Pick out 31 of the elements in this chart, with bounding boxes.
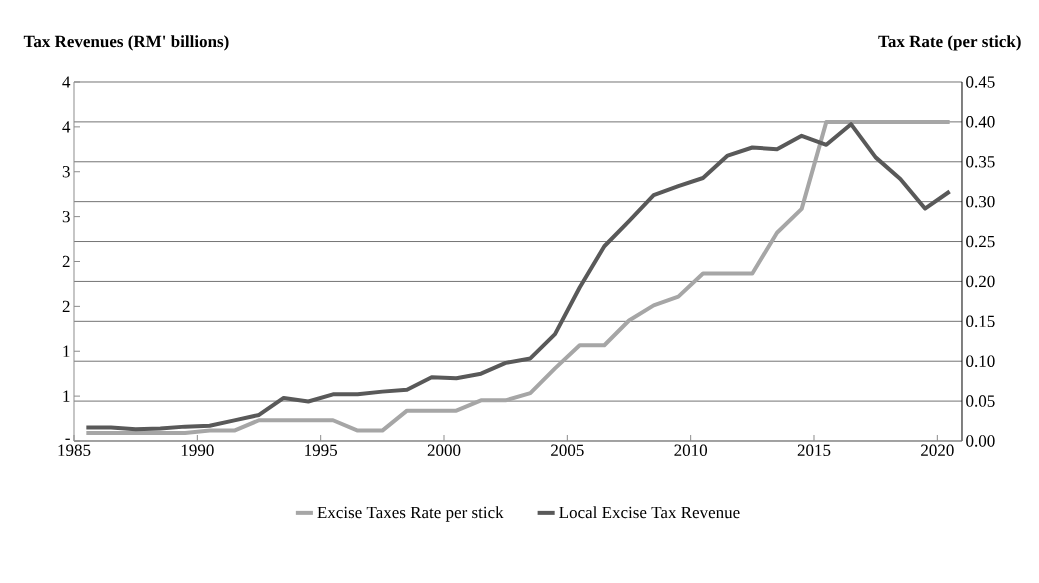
y-tick-label: - [65, 438, 70, 440]
y2-tick-label: 0.25 [966, 235, 995, 248]
legend-label: Excise Taxes Rate per stick [317, 506, 504, 522]
x-tick-label: 2010 [674, 444, 708, 456]
x-tick-label: 1995 [305, 444, 338, 456]
x-tick-label: 2005 [551, 444, 584, 456]
y2-tick-label: 0.45 [966, 76, 995, 88]
y-tick-label: 1 [63, 345, 70, 357]
y-tick-label: 1 [63, 390, 70, 402]
y2-tick-label: 0.10 [966, 355, 995, 367]
y2-tick-label: 0.15 [966, 315, 995, 328]
x-tick-label: 1990 [181, 444, 214, 456]
y2-tick-label: 0.35 [966, 155, 995, 168]
y-tick-label: 2 [62, 300, 70, 312]
x-tick-label: 2015 [797, 444, 831, 456]
x-tick-label: 2020 [921, 444, 954, 456]
y2-tick-label: 0.40 [966, 116, 995, 128]
y-tick-label: 4 [62, 121, 71, 133]
x-tick-label: 1985 [58, 444, 91, 456]
y-axis-title: Tax Revenues (RM' billions) [23, 35, 229, 51]
y2-tick-label: 0.05 [966, 395, 995, 407]
y2-tick-label: 0.00 [966, 435, 995, 447]
y-tick-label: 4 [62, 76, 71, 88]
y-tick-label: 3 [62, 166, 70, 178]
x-tick-label: 2000 [427, 444, 461, 456]
y2-tick-label: 0.30 [966, 195, 995, 208]
legend-label: Local Excise Tax Revenue [559, 506, 740, 519]
y-tick-label: 3 [62, 210, 70, 223]
y-tick-label: 2 [62, 255, 70, 268]
y2-axis-title: Tax Rate (per stick) [878, 35, 1021, 51]
y2-tick-label: 0.20 [966, 275, 995, 288]
